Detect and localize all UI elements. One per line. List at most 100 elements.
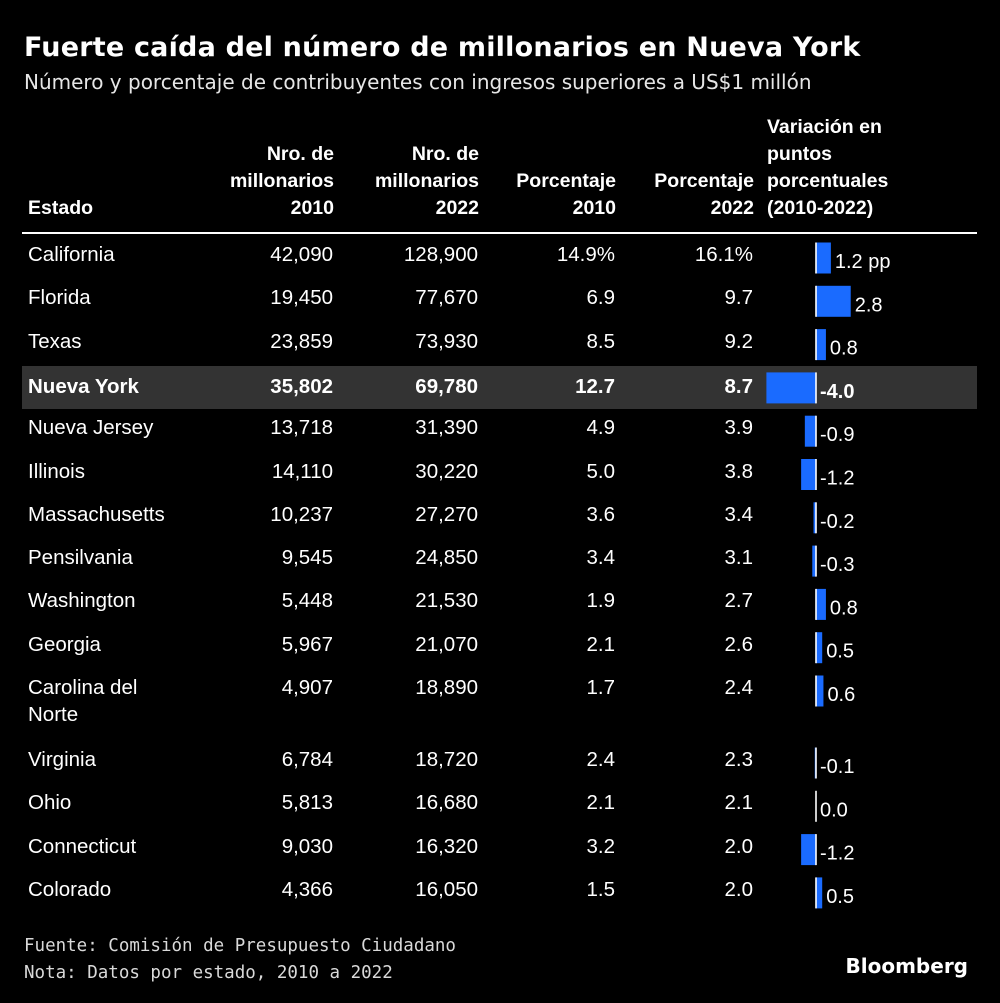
table-row: Nueva Jersey 13,718 31,390 4.9 3.9 <box>22 409 977 452</box>
cell-p2010: 6.9 <box>586 286 616 310</box>
cell-p2022: 9.2 <box>724 329 754 353</box>
chart-title: Fuerte caída del número de millonarios e… <box>24 32 861 63</box>
cell-n2022: 31,390 <box>415 416 478 440</box>
header-millonarios-2022: Nro. de millonarios 2022 <box>374 143 479 219</box>
cell-p2022: 9.7 <box>724 286 754 310</box>
cell-n2022: 16,050 <box>415 877 478 901</box>
cell-n2022: 30,220 <box>415 459 478 483</box>
cell-p2022: 3.9 <box>724 416 754 440</box>
cell-p2010: 8.5 <box>586 329 616 353</box>
cell-n2010: 42,090 <box>270 243 333 266</box>
cell-estado: Pensilvania <box>28 546 133 570</box>
cell-n2010: 14,110 <box>271 459 333 483</box>
cell-p2010: 3.4 <box>586 546 616 570</box>
cell-p2022: 2.0 <box>724 834 754 858</box>
cell-estado: Florida <box>28 286 91 310</box>
cell-n2010: 9,030 <box>281 834 333 858</box>
source-note: Fuente: Comisión de Presupuesto Ciudadan… <box>24 936 456 956</box>
cell-n2022: 73,930 <box>415 329 478 353</box>
cell-p2022: 3.8 <box>724 459 754 483</box>
table-row: Georgia 5,967 21,070 2.1 2.6 <box>22 626 977 669</box>
cell-p2022: 2.4 <box>724 676 754 699</box>
header-estado: Estado <box>28 197 94 219</box>
cell-p2022: 2.3 <box>724 748 754 771</box>
cell-n2010: 19,450 <box>270 286 333 310</box>
cell-p2022: 2.6 <box>724 632 754 656</box>
cell-n2022: 18,720 <box>415 748 478 771</box>
cell-p2010: 2.4 <box>586 748 616 771</box>
cell-p2022: 2.0 <box>724 877 754 901</box>
table-row: Nueva York 35,802 69,780 12.7 8.7 <box>22 365 977 410</box>
table-row: Florida 19,450 77,670 6.9 9.7 <box>22 279 977 322</box>
cell-n2022: 69,780 <box>415 374 478 398</box>
table-row: California 42,090 128,900 14.9% 16.1% <box>22 236 977 279</box>
cell-p2010: 1.5 <box>586 877 616 901</box>
cell-p2010: 5.0 <box>586 459 616 483</box>
cell-p2010: 1.7 <box>586 676 616 699</box>
cell-n2010: 23,859 <box>270 329 333 353</box>
cell-n2022: 24,850 <box>415 546 478 570</box>
table-row: Massachusetts 10,237 27,270 3.6 3.4 <box>22 496 977 539</box>
cell-n2010: 4,366 <box>281 877 333 901</box>
table-row: Virginia 6,784 18,720 2.4 2.3 <box>22 741 977 784</box>
cell-n2022: 21,530 <box>415 589 478 613</box>
cell-n2022: 27,270 <box>415 502 478 526</box>
header-rule <box>22 232 977 234</box>
cell-estado: California <box>28 243 115 266</box>
cell-p2022: 8.7 <box>724 374 754 398</box>
table-row: Carolina del Norte 4,907 18,890 1.7 2.4 <box>22 669 977 741</box>
cell-estado: Colorado <box>28 877 112 901</box>
cell-estado: Virginia <box>28 748 96 771</box>
cell-estado: Texas <box>28 329 82 353</box>
cell-estado: Nueva Jersey <box>28 416 154 440</box>
cell-p2022: 2.7 <box>724 589 754 613</box>
header-porcentaje-2010: Porcentaje 2010 <box>516 170 616 219</box>
table-row: Washington 5,448 21,530 1.9 2.7 <box>22 582 977 625</box>
data-note: Nota: Datos por estado, 2010 a 2022 <box>24 963 393 983</box>
cell-n2010: 5,813 <box>281 791 333 815</box>
cell-n2022: 16,680 <box>415 791 478 815</box>
cell-estado: Nueva York <box>28 374 139 398</box>
cell-estado: Illinois <box>28 459 85 483</box>
cell-p2010: 2.1 <box>586 791 616 815</box>
table-row: Pensilvania 9,545 24,850 3.4 3.1 <box>22 539 977 582</box>
cell-n2010: 35,802 <box>270 374 333 398</box>
cell-p2010: 2.1 <box>586 632 616 656</box>
cell-n2022: 16,320 <box>415 834 478 858</box>
cell-n2022: 128,900 <box>403 243 478 266</box>
table-row: Texas 23,859 73,930 8.5 9.2 <box>22 323 977 366</box>
cell-estado: Massachusetts <box>28 502 165 526</box>
table-row: Illinois 14,110 30,220 5.0 3.8 <box>22 453 977 496</box>
bloomberg-logo: Bloomberg <box>845 954 968 978</box>
cell-p2022: 2.1 <box>724 791 754 815</box>
cell-estado: Connecticut <box>28 834 137 858</box>
table-header: Estado Nro. de millonarios 2010 Nro. de … <box>0 0 1000 232</box>
cell-estado: Georgia <box>28 632 101 656</box>
cell-estado: Washington <box>28 589 136 613</box>
cell-n2010: 6,784 <box>281 748 333 771</box>
cell-n2022: 18,890 <box>415 676 478 699</box>
cell-n2010: 5,448 <box>281 589 333 613</box>
cell-estado: Carolina del Norte <box>28 676 138 726</box>
cell-p2010: 4.9 <box>586 416 616 440</box>
cell-n2022: 21,070 <box>415 632 478 656</box>
cell-p2022: 3.4 <box>724 502 754 526</box>
cell-p2010: 1.9 <box>586 589 616 613</box>
table-row: Connecticut 9,030 16,320 3.2 2.0 <box>22 828 977 871</box>
cell-n2010: 4,907 <box>281 676 333 699</box>
header-variacion: Variación en puntos porcentuales (2010-2… <box>767 116 889 219</box>
cell-n2010: 9,545 <box>281 546 333 570</box>
cell-p2022: 3.1 <box>724 546 754 570</box>
cell-n2022: 77,670 <box>415 286 478 310</box>
cell-p2010: 12.7 <box>575 374 615 398</box>
cell-estado: Ohio <box>28 791 72 815</box>
cell-p2010: 14.9% <box>556 243 615 266</box>
table-row: Colorado 4,366 16,050 1.5 2.0 <box>22 871 977 914</box>
chart-subtitle: Número y porcentaje de contribuyentes co… <box>24 70 812 94</box>
header-millonarios-2010: Nro. de millonarios 2010 <box>229 143 334 219</box>
cell-p2010: 3.6 <box>586 502 616 526</box>
cell-n2010: 13,718 <box>270 416 333 440</box>
cell-p2010: 3.2 <box>586 834 616 858</box>
cell-n2010: 5,967 <box>281 632 333 656</box>
footer: Fuente: Comisión de Presupuesto Ciudadan… <box>24 933 456 987</box>
